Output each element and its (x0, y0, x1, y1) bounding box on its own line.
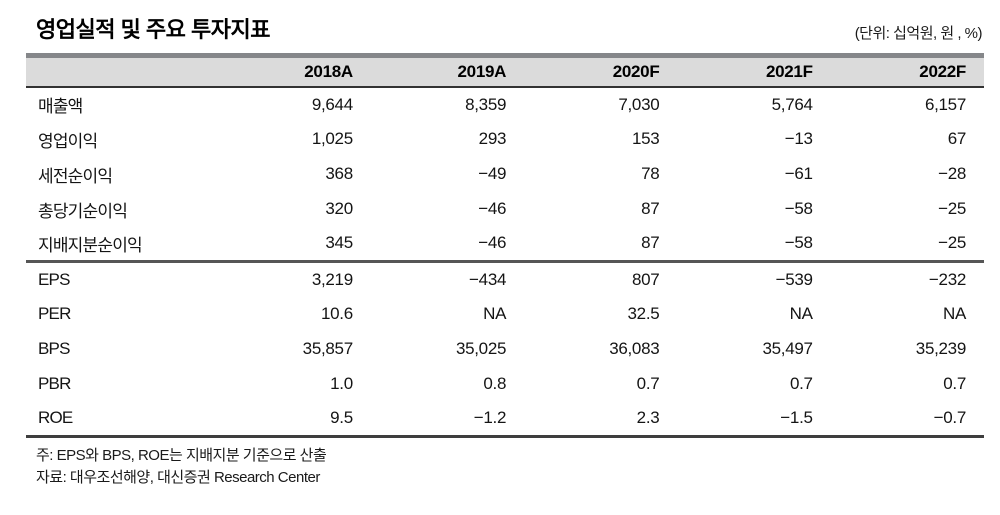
cell-value: 7,030 (618, 94, 660, 114)
cell-value: 36,083 (609, 339, 660, 358)
row-label: 세전순이익 (38, 166, 113, 186)
cell-value: −58 (784, 199, 813, 218)
row-label: ROE (38, 408, 73, 428)
cell-value: 10.6 (320, 304, 353, 323)
table-section: EPS 3,219 −434 807 −539 −232 PER 10.6 NA 32.5 NA NA… (26, 261, 984, 437)
column-header: 2022F (919, 61, 966, 81)
footnotes: 주: EPS와 BPS, ROE는 지배지분 기준으로 산출 자료: 대우조선해… (26, 438, 984, 489)
cell-value: 0.8 (483, 374, 507, 393)
cell-value: 368 (325, 164, 353, 183)
cell-value: −13 (784, 129, 813, 148)
cell-value: 0.7 (636, 374, 660, 393)
cell-value: 153 (631, 129, 660, 148)
cell-value: NA (789, 304, 813, 323)
table-row: EPS 3,219 −434 807 −539 −232 (26, 261, 984, 297)
table-row: 세전순이익 368 −49 78 −61 −28 (26, 157, 984, 192)
cell-value: 0.7 (943, 374, 966, 393)
table-head: 2018A 2019A 2020F 2021F 2022F (26, 55, 984, 87)
cell-value: 35,857 (302, 339, 354, 358)
column-header: 2020F (612, 61, 660, 81)
column-header: 2018A (304, 61, 353, 81)
cell-value: 35,497 (762, 339, 813, 358)
cell-value: NA (483, 304, 507, 323)
cell-value: 5,764 (771, 94, 813, 114)
cell-value: 2.3 (636, 408, 660, 428)
row-label: 영업이익 (38, 131, 98, 151)
cell-value: −539 (775, 269, 813, 289)
row-label: 지배지분순이익 (38, 235, 143, 255)
report-table-section: 영업실적 및 주요 투자지표 (단위: 십억원, 원 , %) 2018A 201… (26, 8, 984, 489)
cell-value: 87 (641, 199, 660, 218)
cell-value: 1.0 (330, 374, 353, 393)
corner-cell (26, 56, 218, 87)
table-section: 매출액 9,644 8,359 7,030 5,764 6,157 영업이익 1,025 293… (26, 87, 984, 262)
cell-value: −58 (784, 233, 813, 253)
table-row: BPS 35,857 35,025 36,083 35,497 35,239 (26, 332, 984, 367)
financial-table: 2018A 2019A 2020F 2021F 2022F 매출액 9,644 8,359 7… (26, 53, 984, 438)
cell-value: −232 (928, 269, 966, 289)
row-label: PBR (38, 374, 71, 393)
cell-value: −46 (478, 233, 507, 253)
cell-value: 67 (947, 129, 967, 148)
cell-value: 9,644 (311, 94, 353, 114)
cell-value: 293 (478, 129, 507, 148)
cell-value: −1.2 (473, 408, 507, 428)
cell-value: 78 (641, 164, 660, 183)
header-row: 2018A 2019A 2020F 2021F 2022F (26, 55, 984, 87)
table-row: 지배지분순이익 345 −46 87 −58 −25 (26, 227, 984, 262)
table-row: PBR 1.0 0.8 0.7 0.7 0.7 (26, 367, 984, 402)
cell-value: −61 (784, 164, 813, 183)
cell-value: −25 (938, 233, 966, 253)
cell-value: 3,219 (311, 269, 353, 289)
cell-value: −434 (469, 269, 507, 289)
table-row: 총당기순이익 320 −46 87 −58 −25 (26, 192, 984, 227)
cell-value: 35,239 (915, 339, 967, 358)
cell-value: −0.7 (933, 408, 967, 428)
table-row: PER 10.6 NA 32.5 NA NA (26, 297, 984, 332)
cell-value: 1,025 (311, 129, 353, 148)
row-label: EPS (38, 269, 70, 289)
cell-value: 87 (641, 233, 660, 253)
column-header: 2021F (765, 61, 813, 81)
table-row: 매출액 9,644 8,359 7,030 5,764 6,157 (26, 87, 984, 122)
cell-value: −28 (938, 164, 966, 183)
cell-value: 0.7 (789, 374, 813, 393)
cell-value: 6,157 (924, 94, 966, 114)
cell-value: 345 (325, 233, 353, 253)
footnote-source: 자료: 대우조선해양, 대신증권 Research Center (36, 469, 320, 486)
cell-value: 8,359 (465, 94, 507, 114)
footnote-note: 주: EPS와 BPS, ROE는 지배지분 기준으로 산출 (36, 447, 327, 464)
cell-value: NA (942, 304, 966, 323)
cell-value: 32.5 (627, 304, 660, 323)
cell-value: 35,025 (455, 339, 507, 358)
cell-value: −1.5 (780, 408, 813, 428)
table-row: 영업이익 1,025 293 153 −13 67 (26, 122, 984, 157)
cell-value: −46 (478, 199, 507, 218)
row-label: 매출액 (38, 97, 83, 116)
title-bar: 영업실적 및 주요 투자지표 (단위: 십억원, 원 , %) (26, 8, 984, 53)
row-label: PER (38, 304, 71, 323)
cell-value: 807 (631, 269, 660, 289)
cell-value: 9.5 (330, 408, 353, 428)
table-row: ROE 9.5 −1.2 2.3 −1.5 −0.7 (26, 402, 984, 437)
cell-value: −49 (478, 164, 507, 183)
unit-label: (단위: 십억원, 원 , %) (854, 25, 983, 42)
row-label: 총당기순이익 (38, 201, 128, 221)
row-label: BPS (38, 339, 70, 358)
cell-value: 320 (325, 199, 353, 218)
page-title: 영업실적 및 주요 투자지표 (36, 17, 270, 42)
column-header: 2019A (457, 61, 507, 81)
cell-value: −25 (938, 199, 966, 218)
